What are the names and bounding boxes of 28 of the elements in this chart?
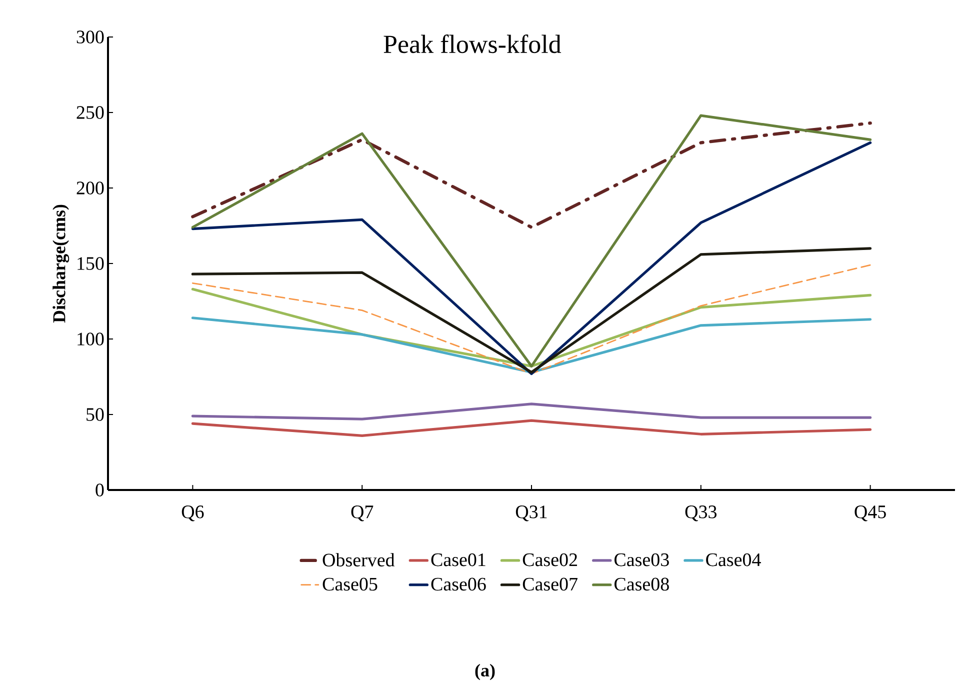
x-tick-label: Q31	[516, 506, 547, 522]
legend-label: Case02	[522, 553, 577, 566]
line-series	[191, 402, 872, 420]
text: (a)	[475, 664, 495, 680]
legend-label: Observed	[322, 553, 395, 566]
legend-label: Case01	[431, 553, 486, 566]
y-tick-label: 250	[76, 106, 104, 119]
y-tick-label: 0	[96, 484, 104, 496]
legend-label: Case07	[522, 578, 578, 591]
y-tick-label: 100	[78, 332, 104, 346]
x-tick-label: Q33	[685, 506, 717, 522]
legend-label: Case03	[614, 553, 669, 566]
y-tick-label: 50	[86, 408, 104, 421]
line-series	[191, 121, 872, 229]
x-tick-label: Q6	[182, 506, 204, 522]
legend-label: Case05	[322, 578, 378, 591]
y-axis-title: Discharge(cms)	[52, 204, 70, 323]
chart-title: Peak flows-kfold	[384, 34, 562, 54]
x-tick-label: Q7	[351, 506, 374, 522]
line-series	[191, 419, 872, 437]
x-tick-label: Q45	[854, 506, 886, 522]
legend-label: Case08	[614, 578, 669, 591]
legend-label: Case04	[706, 553, 761, 566]
y-tick-label: 200	[76, 182, 104, 194]
y-tick-label: 150	[78, 257, 104, 270]
legend-label: Case06	[431, 578, 486, 591]
line-series	[191, 316, 872, 374]
y-tick-label: 300	[76, 30, 104, 44]
